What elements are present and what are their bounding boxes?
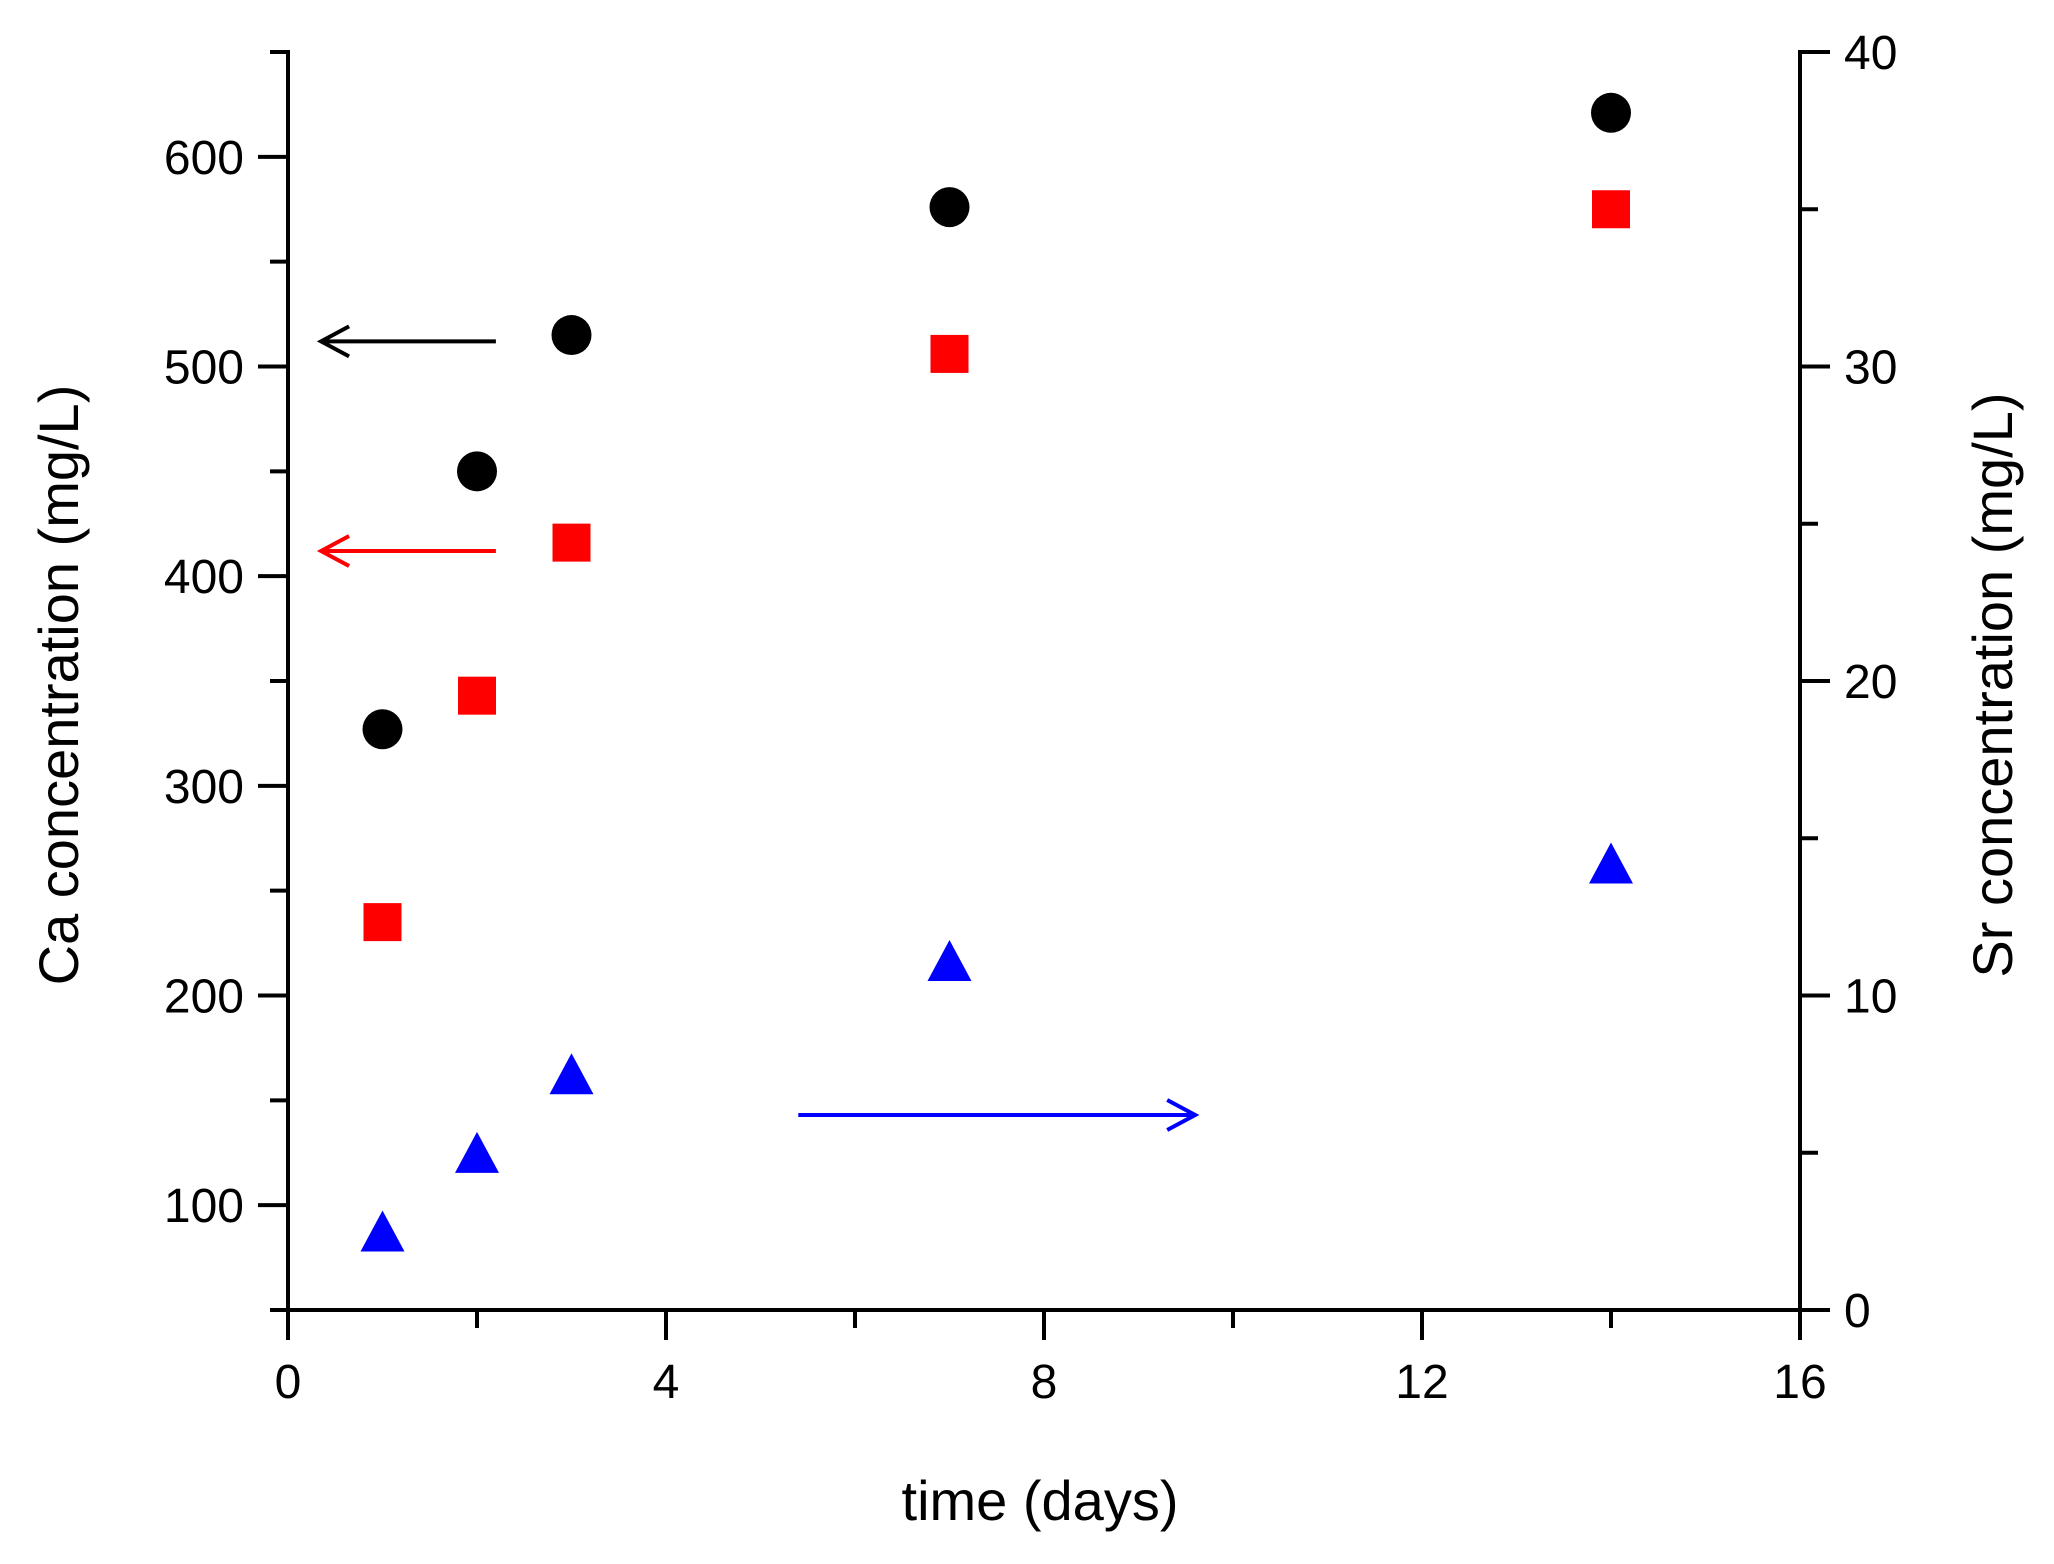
data-point-square	[930, 334, 969, 373]
data-point-circle	[1591, 92, 1631, 133]
y-right-tick-label: 0	[1844, 1285, 1871, 1338]
y-right-tick-label: 10	[1844, 971, 1897, 1024]
y-left-tick-label: 300	[164, 761, 244, 814]
data-point-triangle	[360, 1210, 405, 1252]
data-point-triangle	[927, 940, 972, 982]
data-point-triangle	[1589, 842, 1633, 884]
data-point-circle	[551, 315, 592, 356]
data-point-square	[458, 676, 496, 715]
y-right-tick-label: 20	[1844, 656, 1897, 709]
y-right-tick-label: 30	[1844, 342, 1897, 395]
axis-indicator-arrow-head	[316, 534, 351, 568]
axis-arrows	[316, 324, 1200, 1132]
x-tick-label: 16	[1773, 1356, 1826, 1409]
x-tick-label: 12	[1395, 1356, 1448, 1409]
data-point-circle	[457, 451, 497, 492]
data-point-triangle	[549, 1053, 594, 1095]
x-tick-label: 8	[1031, 1356, 1058, 1409]
y-left-tick-label: 600	[164, 132, 244, 185]
y-left-tick-label: 400	[164, 551, 244, 604]
data-point-circle	[929, 187, 970, 228]
y-left-tick-label: 500	[164, 342, 244, 395]
data-point-square	[552, 523, 591, 562]
y-right-tick-label: 40	[1844, 27, 1897, 80]
x-tick-label: 0	[275, 1356, 302, 1409]
data-point-triangle	[455, 1131, 499, 1173]
x-tick-label: 4	[653, 1356, 680, 1409]
data-point-circle	[362, 709, 403, 750]
axes-frame	[286, 50, 1802, 1312]
data-point-square	[1592, 190, 1630, 229]
y-axis-right-title: Sr concentration (mg/L)	[1961, 392, 2024, 977]
data-points	[360, 92, 1633, 1252]
axis-ticks: 0 4 8 12 16 100 200 300 400 500 600 0 10 20 30 40	[164, 27, 1897, 1409]
y-left-tick-label: 100	[164, 1180, 244, 1233]
y-left-tick-label: 200	[164, 971, 244, 1024]
y-axis-left-title: Ca concentration (mg/L)	[27, 385, 90, 986]
axis-indicator-arrow-head	[316, 324, 351, 359]
data-point-square	[363, 903, 402, 942]
x-axis-title: time (days)	[902, 1469, 1179, 1532]
axis-indicator-arrow-head	[1166, 1098, 1200, 1132]
